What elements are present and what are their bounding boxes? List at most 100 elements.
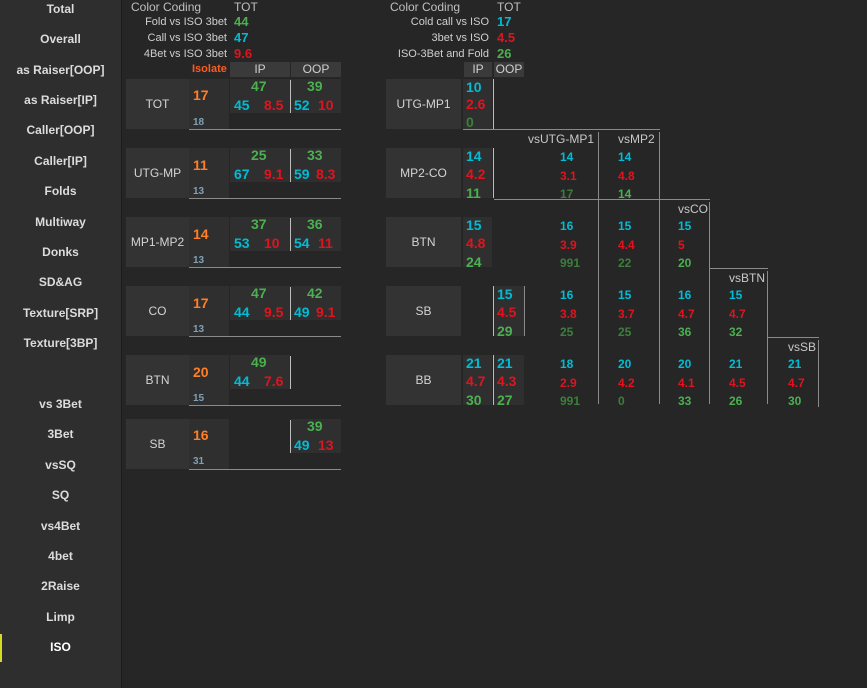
left-legend-label: Call vs ISO 3bet [147,32,227,44]
sidebar-item-total[interactable]: Total [46,2,75,16]
row-label-tot[interactable]: TOT [126,79,189,129]
ip-fold-value: 37 [251,216,267,232]
ip-call-value: 67 [234,166,250,182]
vs-call-value: 21 [788,357,802,371]
left-legend-value: 47 [234,30,249,45]
oop-cell [291,419,341,453]
row-label-utg-mp1[interactable]: UTG-MP1 [386,79,461,129]
row-separator [189,267,341,268]
isolate-value: 17 [193,295,209,311]
isolate-value: 16 [193,427,209,443]
sidebar-item-texture-srp[interactable]: Texture[SRP] [22,306,99,320]
vs-call-value: 20 [678,357,692,371]
isolate-cell [189,148,229,198]
sidebar-item-3bet[interactable]: 3Bet [47,427,74,441]
vs-3bet-value: 4.7 [729,307,746,321]
vs-call-value: 15 [618,288,632,302]
sample-count: 31 [193,456,205,467]
sidebar-item-raiser-oop[interactable]: as Raiser[OOP] [16,63,105,77]
isolate-value: 17 [193,87,209,103]
oop-4bet-value: 11 [318,235,333,251]
sample-count: 13 [193,186,205,197]
ip-call-value: 10 [466,79,482,95]
oop-fold-value: 36 [307,216,323,232]
sidebar-item-caller-ip[interactable]: Caller[IP] [34,154,87,168]
sidebar-item-vs4bet[interactable]: vs4Bet [40,519,81,533]
ip-cell [230,355,290,389]
row-label-co[interactable]: CO [126,286,189,336]
divider [524,286,525,336]
sidebar-item-texture-3bp[interactable]: Texture[3BP] [23,336,98,350]
sidebar-item-folds[interactable]: Folds [44,184,77,198]
vs-3bet-value: 4.7 [678,307,695,321]
row-label-mp1-mp2[interactable]: MP1-MP2 [126,217,189,267]
vs-fold-value: 17 [560,187,574,201]
right-legend-value: 4.5 [497,30,516,45]
row-label-sb[interactable]: SB [386,286,461,336]
sidebar-item-limp[interactable]: Limp [46,610,75,624]
sidebar-item-4bet[interactable]: 4bet [48,549,73,563]
sidebar-item-raiser-ip[interactable]: as Raiser[IP] [24,93,97,107]
right-oop-column-header: OOP [494,62,524,77]
ip-oop-cell [230,217,341,251]
vs-call-value: 16 [560,288,574,302]
vs-call-value: 15 [678,219,692,233]
sidebar-item-caller-oop[interactable]: Caller[OOP] [26,123,95,137]
isolate-value: 20 [193,364,209,380]
sidebar-item-vssq[interactable]: vsSQ [45,458,76,472]
divider [493,286,494,336]
divider [493,148,494,198]
sidebar-item-vs-3bet[interactable]: vs 3Bet [39,397,82,411]
oop-fold-value: 39 [307,418,323,434]
oop-4bet-value: 13 [318,437,334,453]
row-separator [189,198,341,199]
sidebar-item-2raise[interactable]: 2Raise [41,579,80,593]
ip-fold-value: 11 [466,185,481,201]
divider [290,218,291,251]
sidebar-item-multiway[interactable]: Multiway [35,215,86,229]
sidebar-item-sq[interactable]: SQ [51,488,70,502]
divider [290,420,291,453]
ip-fold-value: 30 [466,392,482,408]
sidebar: Total Overall as Raiser[OOP] as Raiser[I… [0,0,122,688]
sidebar-item-donks[interactable]: Donks [42,245,79,259]
ip-call-value: 45 [234,97,250,113]
vs-call-value: 16 [560,219,574,233]
sidebar-item-overall[interactable]: Overall [40,32,81,46]
vs-fold-value: 36 [678,325,692,339]
row-label-btn[interactable]: BTN [126,355,189,405]
right-legend-title: Color Coding [390,0,461,14]
sidebar-item-iso[interactable]: ISO [50,640,71,654]
right-legend-tot-header: TOT [497,0,521,14]
divider [493,79,494,129]
row-label-utg-mp[interactable]: UTG-MP [126,148,189,198]
oop-call-value: 52 [294,97,310,113]
vs-call-value: 21 [729,357,743,371]
oop-fold-value: 29 [497,323,513,339]
ip-fold-value: 47 [251,285,267,301]
vs-utg-mp1-header: vsUTG-MP1 [528,132,594,146]
vs-fold-value: 14 [618,187,632,201]
row-label-bb[interactable]: BB [386,355,461,405]
left-legend-value: 44 [234,14,249,29]
oop-fold-value: 39 [307,78,323,94]
oop-column-header: OOP [291,62,341,77]
right-legend-label: Cold call vs ISO [410,16,489,28]
row-label-btn[interactable]: BTN [386,217,461,267]
oop-cell [494,286,524,336]
ip-call-value: 14 [466,148,482,164]
ip-cell [463,217,492,267]
sidebar-item-sdag[interactable]: SD&AG [38,275,83,289]
vs-3bet-value: 4.5 [729,376,746,390]
ip-3bet-value: 4.2 [466,166,486,182]
isolate-value: 14 [193,226,209,242]
isolate-cell [189,355,229,405]
ip-4bet-value: 9.1 [264,166,284,182]
right-legend-label: 3bet vs ISO [431,32,489,44]
vs-3bet-value: 4.4 [618,238,635,252]
row-separator [189,469,341,470]
divider [493,355,494,405]
oop-4bet-value: 9.1 [316,304,336,320]
row-label-sb[interactable]: SB [126,419,189,469]
row-label-mp2-co[interactable]: MP2-CO [386,148,461,198]
